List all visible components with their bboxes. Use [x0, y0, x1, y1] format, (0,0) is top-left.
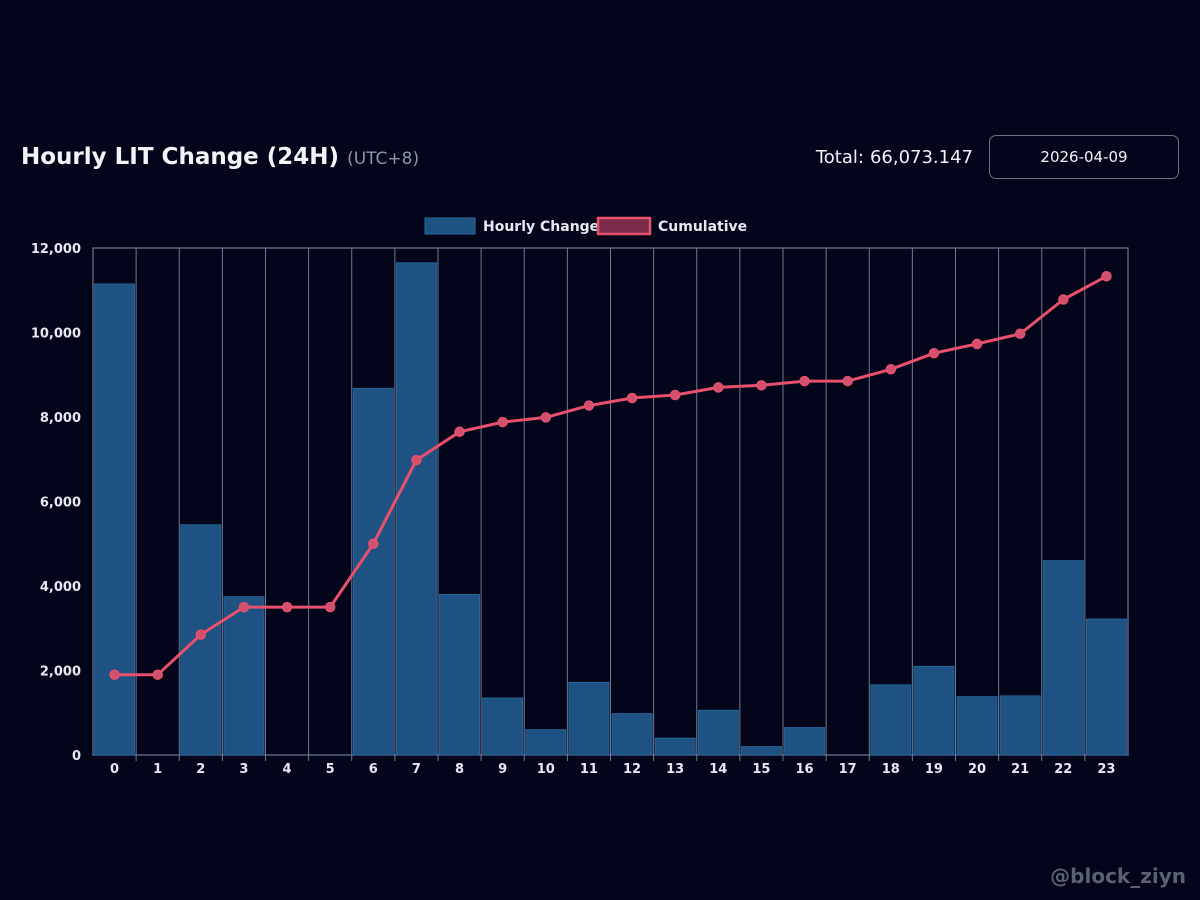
bar-hour-6: [352, 387, 394, 756]
cumulative-point-16: [799, 375, 810, 387]
cumulative-point-1: [152, 669, 163, 680]
x-tick-label: 23: [1097, 762, 1115, 777]
y-tick-label: 8,000: [40, 411, 81, 426]
x-tick-label: 0: [110, 762, 119, 777]
cumulative-point-3: [238, 601, 250, 613]
x-tick-label: 12: [623, 762, 641, 777]
cumulative-point-15: [756, 380, 767, 391]
x-tick-label: 8: [455, 762, 464, 777]
total-label: Total:: [815, 146, 864, 168]
bar-hour-13: [654, 737, 696, 756]
y-tick-label: 12,000: [31, 242, 81, 257]
x-tick-label: 2: [196, 762, 205, 777]
bar-hour-18: [870, 684, 912, 756]
x-tick-label: 3: [239, 762, 248, 777]
bar-hour-21: [999, 695, 1041, 756]
x-tick-label: 11: [580, 762, 598, 777]
legend-label-hourly-change: Hourly Change: [483, 219, 599, 235]
bar-hour-7: [395, 262, 437, 756]
page-title: Hourly LIT Change (24H): [21, 144, 340, 170]
bar-hour-10: [525, 729, 567, 756]
header-controls: Total: 66,073.147 2026-04-09: [816, 135, 1179, 179]
x-tick-label: 13: [666, 762, 684, 777]
y-tick-label: 2,000: [40, 665, 81, 680]
cumulative-point-20: [971, 338, 983, 350]
y-tick-label: 0: [72, 749, 81, 764]
date-picker-button[interactable]: 2026-04-09: [989, 135, 1179, 179]
x-tick-label: 14: [709, 762, 727, 777]
bar-hour-3: [223, 596, 265, 756]
bar-hour-16: [784, 727, 826, 756]
cumulative-point-10: [540, 412, 552, 423]
cumulative-point-22: [1058, 294, 1069, 305]
cumulative-point-13: [669, 389, 681, 401]
y-tick-label: 6,000: [40, 496, 81, 511]
y-tick-label: 10,000: [31, 327, 81, 342]
title-group: Hourly LIT Change (24H) (UTC+8): [21, 144, 419, 170]
cumulative-point-14: [713, 382, 724, 393]
x-tick-label: 4: [283, 762, 292, 777]
x-tick-label: 19: [925, 762, 943, 777]
total-readout: Total: 66,073.147: [816, 147, 973, 168]
x-tick-label: 21: [1011, 762, 1029, 777]
legend-swatch-hourly-change: [424, 217, 476, 235]
cumulative-point-11: [583, 400, 595, 411]
timezone-label: (UTC+8): [347, 149, 420, 169]
y-tick-label: 4,000: [40, 580, 81, 595]
x-tick-label: 9: [498, 762, 507, 777]
cumulative-point-9: [497, 416, 508, 428]
bar-hour-11: [568, 681, 610, 756]
total-value: 66,073.147: [869, 146, 973, 168]
x-tick-label: 7: [412, 762, 421, 777]
bar-hour-2: [180, 524, 222, 756]
cumulative-point-2: [195, 629, 207, 640]
bar-hour-0: [94, 283, 136, 756]
bar-hour-23: [1085, 618, 1127, 756]
x-tick-label: 17: [839, 762, 857, 777]
cumulative-point-0: [109, 669, 120, 680]
x-tick-label: 5: [326, 762, 335, 777]
bar-hour-14: [697, 709, 739, 756]
bar-hour-12: [611, 713, 653, 756]
cumulative-point-6: [368, 538, 379, 549]
cumulative-point-19: [928, 347, 940, 359]
watermark: @block_ziyn: [1050, 864, 1186, 888]
cumulative-point-12: [626, 392, 638, 404]
x-tick-label: 18: [882, 762, 900, 777]
chart-header: Hourly LIT Change (24H) (UTC+8) Total: 6…: [21, 134, 1179, 180]
x-tick-label: 22: [1054, 762, 1072, 777]
cumulative-point-17: [842, 375, 853, 387]
bar-hour-15: [740, 746, 782, 756]
bar-hour-8: [439, 594, 481, 756]
legend-label-cumulative: Cumulative: [658, 219, 747, 235]
cumulative-line: [114, 274, 1108, 677]
x-tick-label: 15: [752, 762, 770, 777]
bar-hour-9: [482, 697, 524, 756]
legend-swatch-cumulative: [596, 216, 652, 236]
x-tick-label: 20: [968, 762, 986, 777]
cumulative-point-7: [411, 454, 422, 466]
cumulative-point-8: [454, 426, 465, 438]
bar-hour-22: [1042, 560, 1084, 756]
x-tick-label: 1: [153, 762, 162, 777]
cumulative-point-5: [324, 601, 336, 613]
x-tick-label: 16: [796, 762, 814, 777]
cumulative-point-23: [1101, 271, 1112, 282]
x-tick-label: 10: [537, 762, 555, 777]
bar-hour-19: [913, 665, 955, 756]
bar-hour-20: [956, 696, 998, 756]
cumulative-point-21: [1014, 328, 1026, 340]
cumulative-point-4: [281, 601, 293, 613]
x-tick-label: 6: [369, 762, 378, 777]
cumulative-point-18: [885, 364, 897, 375]
